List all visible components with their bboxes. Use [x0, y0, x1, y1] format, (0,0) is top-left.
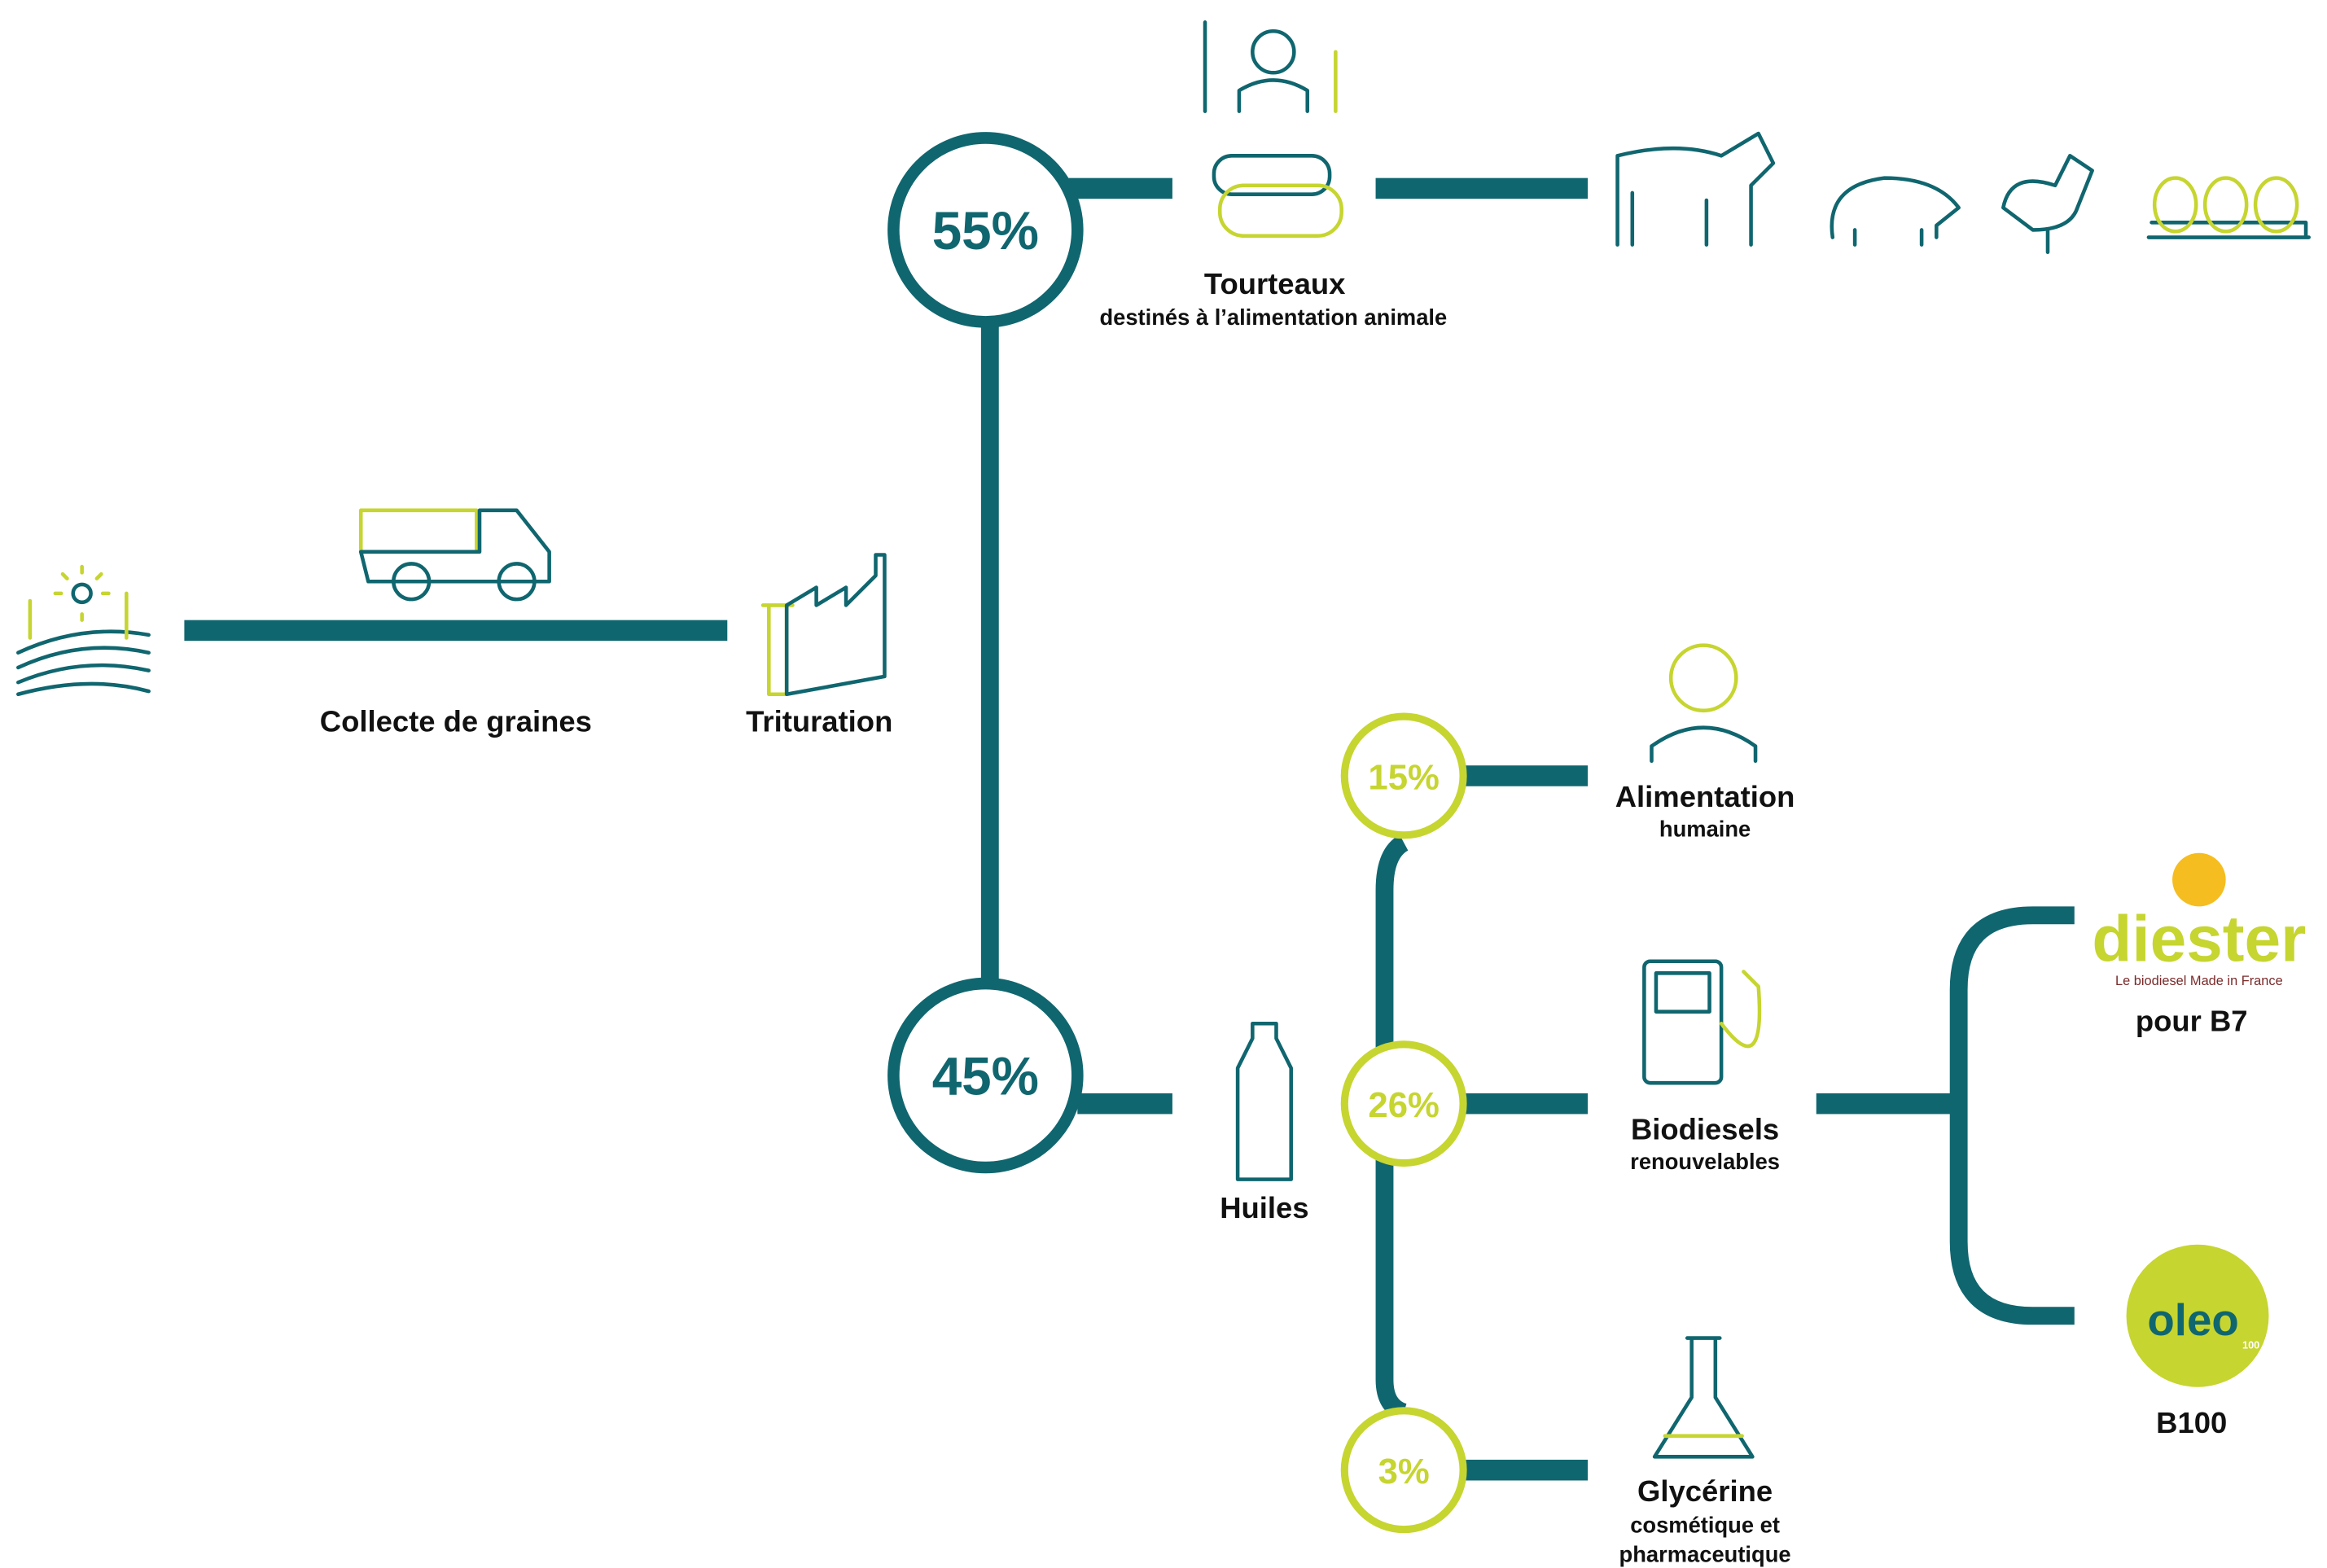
output-label: Tourteaux — [1204, 267, 1345, 300]
logo-tagline: Le biodiesel Made in France — [2115, 974, 2283, 988]
percent: 3% — [1378, 1452, 1430, 1491]
use-label: Alimentation — [1615, 780, 1795, 813]
use-sublabel: pharmaceutique — [1619, 1542, 1791, 1567]
icons — [16, 20, 2311, 1459]
texts: Collecte de graines Trituration 55% 45% … — [320, 201, 2307, 1567]
use-label: Glycérine — [1637, 1474, 1773, 1508]
use-sublabel: cosmétique et — [1630, 1512, 1780, 1537]
logo-text: diester — [2092, 902, 2306, 975]
percent: 26% — [1368, 1085, 1440, 1125]
step-label: Trituration — [746, 704, 892, 738]
percent: 55% — [932, 201, 1039, 261]
brand-logos — [2126, 852, 2269, 1387]
use-sublabel: humaine — [1659, 817, 1751, 842]
step-label: Collecte de graines — [320, 704, 592, 738]
logo-sub: 100 — [2242, 1338, 2259, 1351]
connectors — [184, 177, 2075, 1481]
percent: 15% — [1368, 757, 1440, 797]
output-label: Huiles — [1220, 1191, 1308, 1224]
brand-label: pour B7 — [2136, 1004, 2248, 1037]
logo-text: oleo — [2147, 1295, 2238, 1345]
percent-circles — [887, 132, 1467, 1534]
brand-label: B100 — [2156, 1406, 2227, 1439]
output-sublabel: destinés à l’alimentation animale — [1099, 304, 1447, 330]
use-label: Biodiesels — [1631, 1112, 1779, 1145]
use-sublabel: renouvelables — [1630, 1149, 1780, 1174]
percent: 45% — [932, 1047, 1039, 1106]
